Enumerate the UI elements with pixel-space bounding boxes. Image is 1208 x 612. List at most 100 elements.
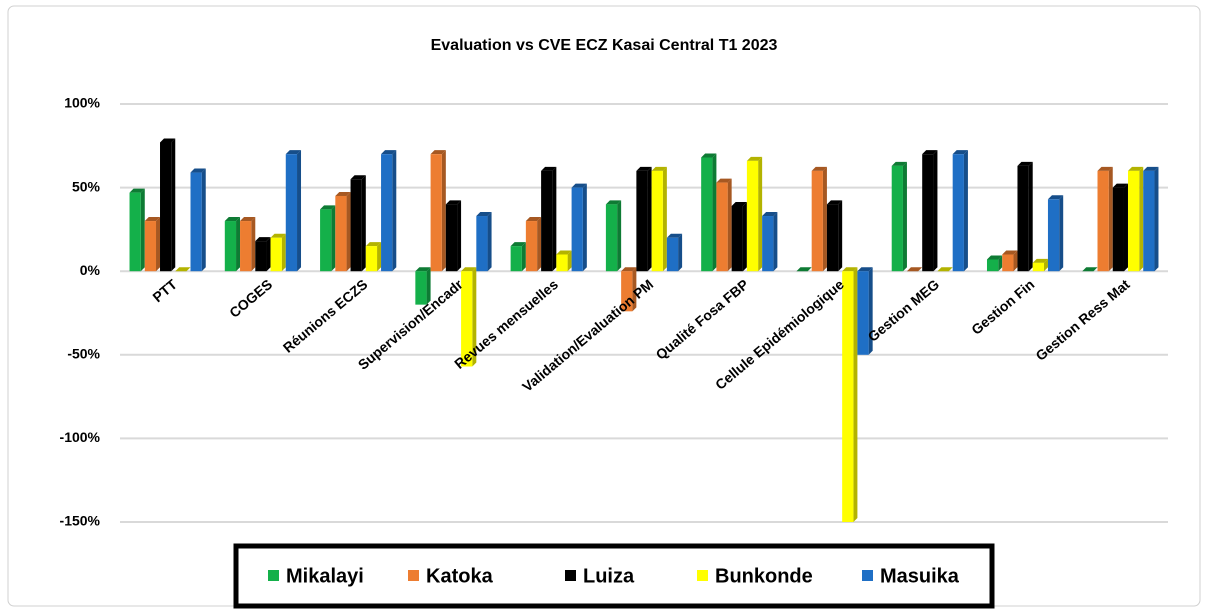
legend-label: Katoka — [426, 565, 494, 587]
bar — [476, 216, 488, 272]
legend-swatch — [408, 570, 419, 581]
bar-top — [1082, 267, 1098, 272]
bar-top — [240, 217, 256, 222]
bar — [160, 142, 172, 272]
bar-top — [129, 188, 145, 193]
bar-top — [525, 217, 542, 222]
bar-top — [651, 166, 667, 171]
bar — [1143, 170, 1155, 272]
bar — [1127, 170, 1140, 272]
bar — [731, 205, 743, 272]
bar-top — [952, 150, 968, 155]
bar — [826, 204, 839, 272]
bar-side — [201, 168, 206, 272]
bar-top — [430, 150, 446, 155]
bar-side — [281, 233, 286, 272]
bar-top — [826, 200, 843, 205]
bar-top — [636, 166, 652, 171]
bar-top — [285, 150, 302, 155]
bar-top — [906, 267, 923, 272]
bar — [1097, 170, 1109, 272]
bar — [701, 157, 713, 272]
bar-side — [552, 166, 557, 272]
bar-top — [144, 217, 161, 222]
bar-side — [377, 242, 382, 272]
bar-top — [1047, 195, 1064, 200]
bar-top — [571, 183, 587, 188]
bar-side — [727, 178, 732, 272]
bar-top — [255, 237, 271, 242]
bar-top — [937, 267, 953, 272]
bar — [240, 221, 252, 272]
bar-top — [796, 267, 812, 272]
y-tick-label: -150% — [60, 513, 101, 529]
bar-side — [1154, 166, 1159, 272]
bar-top — [224, 217, 241, 222]
bar-top — [1112, 183, 1128, 188]
bar-side — [853, 267, 858, 522]
bar-top — [350, 175, 366, 180]
bar — [636, 170, 648, 272]
bar-top — [811, 166, 827, 171]
bar — [255, 241, 267, 272]
bar-side — [140, 188, 145, 272]
bar-side — [582, 183, 587, 272]
bar — [556, 254, 568, 272]
bar — [952, 154, 964, 272]
bar — [285, 154, 298, 272]
bar — [811, 170, 823, 272]
bar-side — [567, 250, 572, 272]
bar-side — [662, 166, 667, 272]
bar-side — [426, 267, 431, 305]
y-tick-label: -100% — [60, 429, 101, 445]
bar-top — [365, 242, 382, 247]
bar-side — [822, 166, 827, 272]
y-tick-label: 100% — [64, 95, 100, 111]
bar-side — [297, 150, 302, 272]
bar — [1112, 187, 1124, 272]
legend-swatch — [268, 570, 279, 581]
bar-side — [758, 156, 763, 272]
bar-side — [521, 242, 526, 272]
bar-side — [678, 233, 683, 272]
bar — [541, 170, 553, 272]
bar-side — [1108, 166, 1113, 272]
bar-side — [1123, 183, 1128, 272]
bar — [842, 271, 854, 522]
bar-side — [617, 200, 622, 272]
bar-side — [441, 150, 446, 272]
bar — [1017, 165, 1029, 272]
bar-side — [838, 200, 843, 272]
legend-label: Luiza — [583, 565, 635, 587]
bar-top — [922, 150, 938, 155]
bar-top — [701, 153, 717, 158]
bar-top — [1127, 166, 1144, 171]
bar-top — [1002, 250, 1018, 255]
bar — [1002, 254, 1014, 272]
legend-swatch — [565, 570, 576, 581]
bar-side — [236, 217, 241, 272]
legend-swatch — [697, 570, 708, 581]
bar-side — [472, 267, 477, 367]
bar-top — [842, 267, 858, 272]
bar-side — [632, 267, 637, 312]
bar-top — [1017, 161, 1033, 166]
bar — [224, 221, 237, 272]
bar — [525, 221, 538, 272]
bar — [621, 271, 633, 312]
bar-side — [361, 175, 366, 272]
bar-top — [381, 150, 397, 155]
bar-top — [1032, 258, 1048, 263]
bar — [666, 237, 679, 272]
bar — [857, 271, 869, 355]
bar — [445, 204, 458, 272]
bar-side — [933, 150, 938, 272]
legend-label: Mikalayi — [286, 565, 364, 587]
bar-side — [1028, 161, 1033, 272]
bar-top — [891, 161, 907, 166]
bar — [270, 237, 282, 272]
bar-side — [773, 212, 778, 272]
bar — [350, 179, 362, 272]
bar-side — [1043, 258, 1048, 272]
